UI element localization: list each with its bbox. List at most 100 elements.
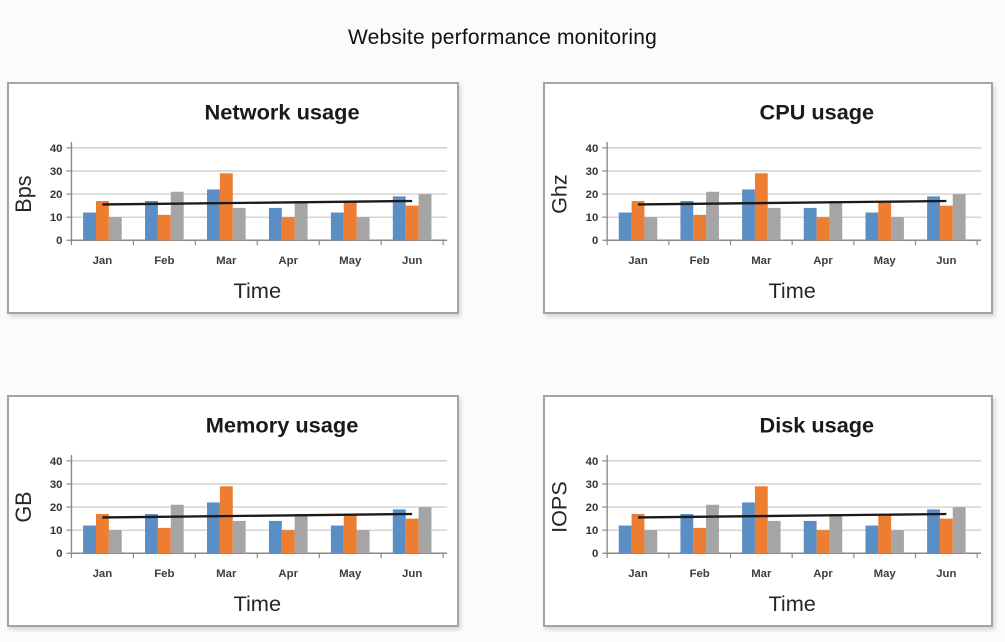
bar-series-gray-Apr <box>829 513 843 554</box>
x-category-label: Feb <box>154 255 174 267</box>
bar-series-blue-Jun <box>392 196 406 241</box>
bar-series-orange-Feb <box>157 214 171 241</box>
chart-title: Memory usage <box>206 412 359 437</box>
bar-series-gray-Jun <box>952 507 966 554</box>
chart-panel-cpu: CPU usage 0 10 20 30 40 Jan Feb Mar Apr May Jun Time… <box>543 82 993 314</box>
bar-series-blue-Jan <box>83 525 96 554</box>
x-category-label: Apr <box>813 568 833 580</box>
bar-series-blue-May <box>865 212 879 241</box>
bar-series-blue-Jun <box>927 509 940 554</box>
x-category-label: May <box>339 568 362 580</box>
bar-series-orange-Feb <box>693 527 707 554</box>
network-usage-chart: Network usage 0 10 20 30 40 Jan Feb Mar Apr May Jun… <box>11 99 448 303</box>
bar-series-orange-Jan <box>95 200 109 241</box>
x-axis-label: Time <box>233 278 281 303</box>
trend-line <box>637 512 947 519</box>
chart-panel-disk: Disk usage 0 10 20 30 40 Jan Feb Mar Apr May Jun Tim… <box>543 395 993 627</box>
bar-series-blue-May <box>330 525 344 554</box>
bar-series-gray-Jun <box>418 507 432 554</box>
bar-series-gray-Mar <box>232 520 246 554</box>
bar-series-gray-Jan <box>108 530 122 554</box>
x-category-label: Jun <box>402 568 422 580</box>
x-category-label: May <box>339 255 362 267</box>
bar-series-orange-Jun <box>939 205 953 241</box>
bar-series-orange-Apr <box>816 217 830 241</box>
x-category-label: Apr <box>278 255 298 267</box>
chart-title: Disk usage <box>760 412 875 437</box>
bar-series-gray-Feb <box>706 191 719 241</box>
bar-series-orange-May <box>343 200 357 241</box>
y-tick-label: 20 <box>586 189 599 201</box>
x-category-label: Apr <box>813 255 833 267</box>
x-category-label: Jan <box>628 255 648 267</box>
bar-series-orange-May <box>343 513 357 554</box>
y-tick-label: 20 <box>50 189 63 201</box>
y-tick-label: 10 <box>50 525 63 537</box>
bar-series-blue-Feb <box>680 513 694 554</box>
bar-series-orange-Jan <box>95 513 109 554</box>
chart-title: CPU usage <box>760 99 875 124</box>
bar-series-blue-Jan <box>618 212 632 241</box>
trend-line <box>102 512 413 519</box>
y-tick-label: 10 <box>586 525 599 537</box>
x-axis-label: Time <box>768 278 815 303</box>
bar-series-gray-Mar <box>232 207 246 241</box>
x-category-label: Jun <box>402 255 422 267</box>
x-category-label: Apr <box>278 568 298 580</box>
bar-series-orange-Feb <box>693 214 707 241</box>
bar-series-gray-Feb <box>170 504 184 554</box>
bar-series-gray-May <box>356 530 370 554</box>
disk-usage-chart: Disk usage 0 10 20 30 40 Jan Feb Mar Apr May Jun Tim… <box>547 412 982 616</box>
bar-series-blue-Mar <box>742 189 755 241</box>
bar-series-blue-May <box>865 525 879 554</box>
bar-series-blue-Jun <box>927 196 940 241</box>
y-tick-label: 10 <box>586 212 599 224</box>
bar-series-blue-May <box>330 212 344 241</box>
y-tick-label: 30 <box>50 479 63 491</box>
bar-series-gray-Apr <box>294 200 308 241</box>
x-category-label: Mar <box>216 255 237 267</box>
y-axis-label: Bps <box>11 175 36 212</box>
bar-series-blue-Apr <box>268 520 282 554</box>
y-tick-label: 0 <box>56 235 62 247</box>
bar-series-orange-Jun <box>939 518 953 554</box>
cpu-usage-chart: CPU usage 0 10 20 30 40 Jan Feb Mar Apr May Jun Time… <box>547 99 982 303</box>
bar-series-orange-May <box>878 200 892 241</box>
bar-series-orange-Mar <box>219 173 233 241</box>
bar-series-gray-Apr <box>294 513 308 554</box>
bar-series-blue-Jun <box>392 509 406 554</box>
bar-series-orange-Mar <box>754 486 768 554</box>
y-tick-label: 30 <box>50 166 63 178</box>
chart-panel-memory: Memory usage 0 10 20 30 40 Jan Feb Mar Apr May Jun T… <box>7 395 459 627</box>
y-tick-label: 10 <box>50 212 63 224</box>
x-axis-label: Time <box>233 591 281 616</box>
bar-series-orange-Jan <box>631 513 645 554</box>
x-category-label: Feb <box>690 568 710 580</box>
bar-series-blue-Mar <box>206 189 220 241</box>
trend-line <box>637 199 947 206</box>
bar-series-blue-Jan <box>618 525 632 554</box>
x-category-label: Jun <box>936 255 956 267</box>
x-category-label: Mar <box>751 255 772 267</box>
x-axis-label: Time <box>768 591 815 616</box>
y-axis-label: IOPS <box>547 481 572 533</box>
bar-series-gray-Feb <box>170 191 184 241</box>
y-tick-label: 40 <box>50 143 63 155</box>
y-tick-label: 30 <box>586 479 599 491</box>
bar-series-blue-Apr <box>268 207 282 241</box>
bar-series-orange-Apr <box>281 530 295 554</box>
bar-series-orange-Feb <box>157 527 171 554</box>
bar-series-gray-Jan <box>108 217 122 241</box>
bar-series-gray-Jun <box>952 194 966 241</box>
bar-series-blue-Mar <box>206 502 220 554</box>
bar-series-gray-Jan <box>644 530 658 554</box>
bar-series-gray-May <box>891 530 904 554</box>
bar-series-gray-May <box>356 217 370 241</box>
y-tick-label: 40 <box>586 456 599 468</box>
x-category-label: Feb <box>690 255 710 267</box>
y-tick-label: 0 <box>592 235 598 247</box>
bar-series-blue-Jan <box>83 212 96 241</box>
x-category-label: Jan <box>93 568 113 580</box>
page-title: Website performance monitoring <box>347 26 658 49</box>
y-axis-label: GB <box>11 491 36 522</box>
